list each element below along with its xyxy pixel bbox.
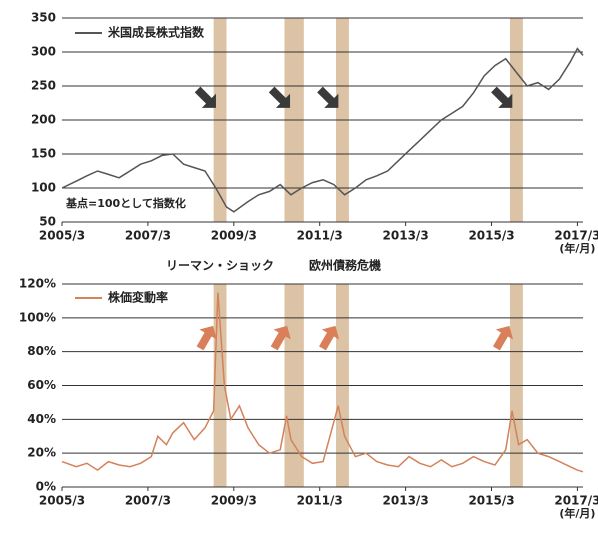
y-tick-label: 150 [31, 147, 56, 161]
y-tick-label: 200 [31, 113, 56, 127]
arrow-shape [319, 325, 340, 351]
y-tick-label: 350 [31, 11, 56, 25]
annotation: リーマン・ショック [166, 259, 274, 273]
x-tick-label: 2015/3 [468, 494, 514, 508]
x-tick-label: 2017/3 [554, 229, 598, 243]
arrow [268, 86, 291, 108]
y-tick-label: 50 [39, 215, 56, 229]
y-tick-label: 100% [19, 310, 56, 324]
arrow [492, 325, 514, 351]
x-tick-label: 2013/3 [383, 494, 429, 508]
x-tick-label: 2009/3 [211, 494, 257, 508]
arrow [317, 86, 339, 108]
y-tick-label: 100 [31, 181, 56, 195]
arrow-shape [317, 86, 339, 108]
x-tick-label: 2009/3 [211, 229, 257, 243]
arrow-shape [492, 325, 514, 351]
arrow [270, 325, 291, 351]
arrow [491, 86, 513, 108]
legend-label: 株価変動率 [108, 290, 168, 305]
series-line [61, 47, 584, 213]
arrow [194, 86, 216, 108]
x-tick-label: 2005/3 [39, 494, 85, 508]
x-tick-label: 2017/3 [554, 494, 598, 508]
y-tick-label: 300 [31, 45, 56, 59]
x-tick-label: 2007/3 [125, 229, 171, 243]
y-tick-label: 60% [27, 378, 56, 392]
x-unit: (年/月) [559, 506, 595, 520]
legend-label: 米国成長株式指数 [108, 25, 205, 40]
x-tick-label: 2011/3 [297, 494, 343, 508]
arrow-shape [196, 325, 217, 351]
y-tick-label: 40% [27, 412, 56, 426]
y-tick-label: 250 [31, 79, 56, 93]
arrow-shape [491, 86, 513, 108]
annotation: 基点=100として指数化 [65, 196, 186, 210]
arrow-shape [268, 86, 291, 108]
x-tick-label: 2015/3 [468, 229, 514, 243]
arrow [196, 325, 217, 351]
arrow [319, 325, 340, 351]
y-tick-label: 80% [27, 344, 56, 358]
x-tick-label: 2013/3 [383, 229, 429, 243]
y-tick-label: 20% [27, 446, 56, 460]
arrow-shape [270, 325, 291, 351]
annotation: 欧州債務危機 [309, 258, 381, 273]
x-tick-label: 2007/3 [125, 494, 171, 508]
arrow-shape [194, 86, 216, 108]
y-tick-label: 120% [19, 277, 56, 291]
series-line [61, 292, 584, 473]
x-unit: (年/月) [559, 241, 595, 255]
y-tick-label: 0% [36, 480, 56, 494]
x-tick-label: 2005/3 [39, 229, 85, 243]
x-tick-label: 2011/3 [297, 229, 343, 243]
